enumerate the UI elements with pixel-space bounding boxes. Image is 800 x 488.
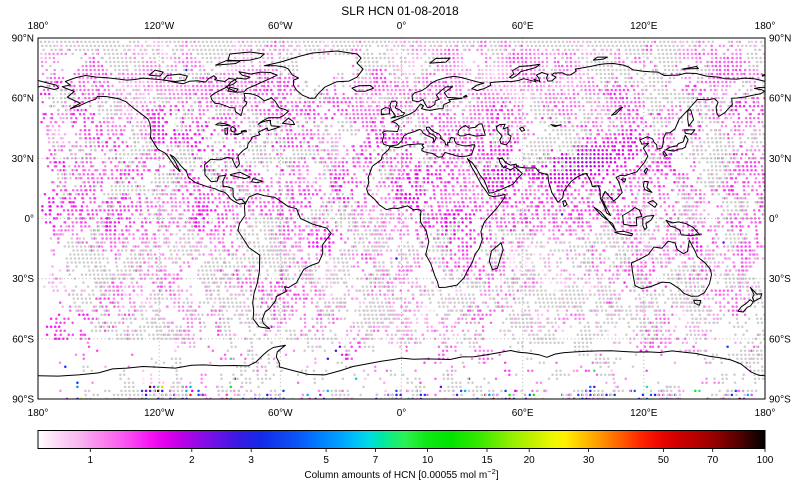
svg-text:60°W: 60°W <box>268 408 293 419</box>
svg-text:90°N: 90°N <box>12 34 34 45</box>
svg-text:90°S: 90°S <box>12 395 34 406</box>
svg-text:3: 3 <box>248 455 254 466</box>
svg-text:180°: 180° <box>755 21 776 32</box>
svg-text:90°N: 90°N <box>769 34 791 45</box>
svg-text:Column amounts of HCN [0.00055: Column amounts of HCN [0.00055 mol m−2] <box>304 467 498 482</box>
svg-text:60°S: 60°S <box>12 334 34 345</box>
svg-text:100: 100 <box>757 455 774 466</box>
svg-text:50: 50 <box>658 455 670 466</box>
svg-text:0°: 0° <box>397 21 407 32</box>
svg-text:20: 20 <box>524 455 536 466</box>
svg-text:30°S: 30°S <box>769 274 791 285</box>
svg-text:180°: 180° <box>755 408 776 419</box>
svg-text:5: 5 <box>323 455 329 466</box>
svg-text:70: 70 <box>707 455 719 466</box>
svg-text:60°W: 60°W <box>268 21 293 32</box>
svg-text:2: 2 <box>189 455 195 466</box>
svg-text:90°S: 90°S <box>769 395 791 406</box>
svg-text:30°N: 30°N <box>769 154 791 165</box>
svg-text:60°E: 60°E <box>512 408 534 419</box>
svg-text:30°S: 30°S <box>12 274 34 285</box>
svg-text:60°N: 60°N <box>769 94 791 105</box>
svg-text:15: 15 <box>481 455 493 466</box>
svg-text:0°: 0° <box>397 408 407 419</box>
svg-text:120°E: 120°E <box>630 408 658 419</box>
svg-text:120°E: 120°E <box>630 21 658 32</box>
svg-text:60°S: 60°S <box>769 334 791 345</box>
svg-text:1: 1 <box>88 455 94 466</box>
svg-text:60°E: 60°E <box>512 21 534 32</box>
svg-text:SLR HCN 01-08-2018: SLR HCN 01-08-2018 <box>341 4 459 18</box>
svg-text:0°: 0° <box>769 214 779 225</box>
svg-text:120°W: 120°W <box>144 21 175 32</box>
svg-text:180°: 180° <box>28 408 49 419</box>
svg-text:180°: 180° <box>28 21 49 32</box>
svg-text:0°: 0° <box>24 214 34 225</box>
svg-text:7: 7 <box>373 455 379 466</box>
svg-text:30°N: 30°N <box>12 154 34 165</box>
svg-text:10: 10 <box>422 455 434 466</box>
svg-text:120°W: 120°W <box>144 408 175 419</box>
svg-text:60°N: 60°N <box>12 94 34 105</box>
svg-text:30: 30 <box>583 455 595 466</box>
